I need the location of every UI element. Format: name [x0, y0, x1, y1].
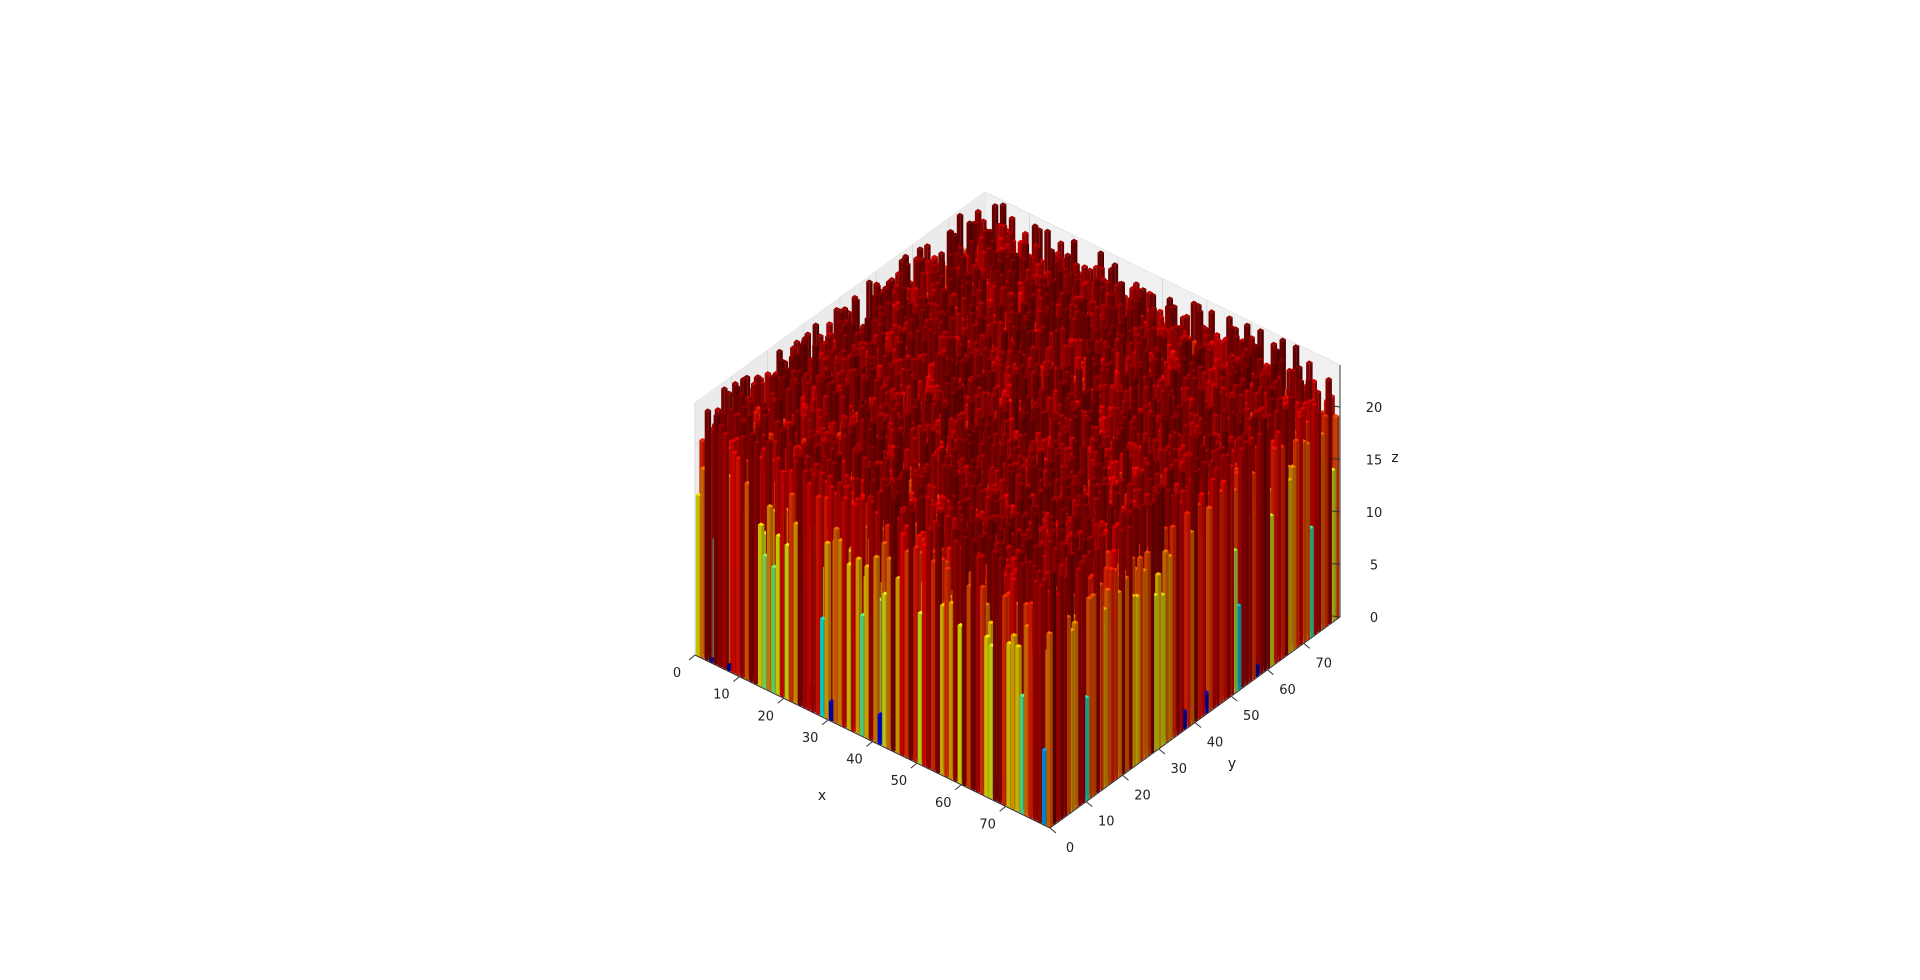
bar-face-top — [1022, 230, 1029, 235]
bar-face-top — [956, 212, 964, 217]
bar-face-top — [999, 202, 1007, 207]
bar-face-top — [980, 218, 987, 223]
bars-group — [695, 202, 1340, 828]
bar-face-top — [997, 236, 1004, 241]
bar-face-top — [1000, 223, 1008, 228]
bar-face-top — [978, 235, 985, 240]
bar-face-top — [991, 203, 999, 207]
bar-face-top — [1008, 215, 1016, 220]
bar-face-top — [974, 208, 982, 213]
